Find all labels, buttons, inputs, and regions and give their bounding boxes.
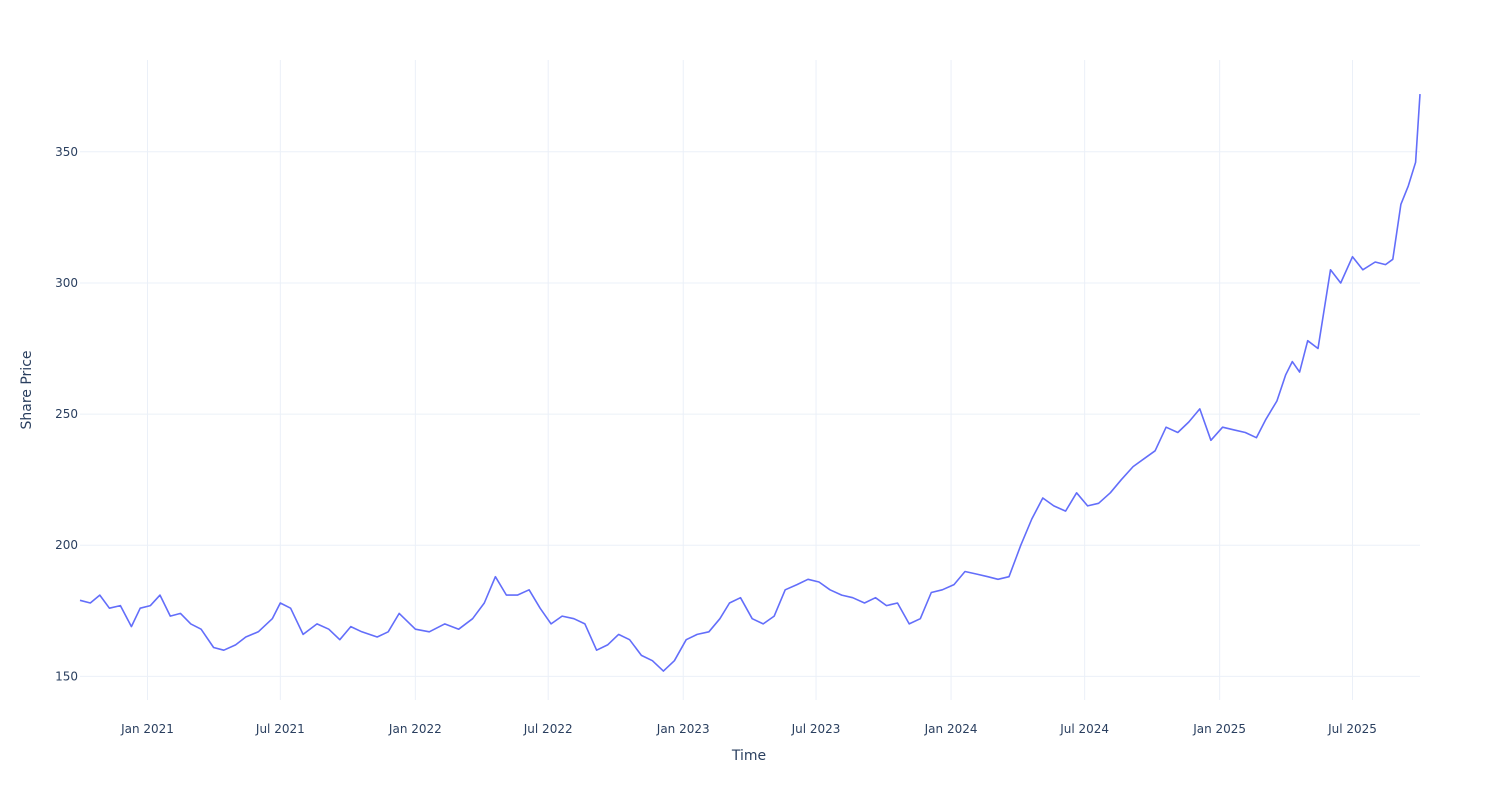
y-tick-label: 250	[55, 407, 78, 421]
x-tick-label: Jan 2021	[120, 722, 174, 736]
x-tick-label: Jul 2023	[791, 722, 841, 736]
gridlines	[80, 60, 1420, 700]
x-tick-label: Jul 2024	[1059, 722, 1109, 736]
y-axis-title: Share Price	[19, 350, 35, 429]
y-tick-label: 350	[55, 145, 78, 159]
x-tick-label: Jul 2025	[1327, 722, 1377, 736]
price-series-line	[79, 94, 1421, 672]
x-tick-label: Jul 2022	[523, 722, 573, 736]
y-tick-label: 150	[55, 669, 78, 683]
x-tick-label: Jan 2024	[924, 722, 978, 736]
x-tick-label: Jan 2025	[1192, 722, 1246, 736]
y-tick-label: 300	[55, 276, 78, 290]
series-layer	[79, 94, 1421, 672]
x-axis-title: Time	[731, 748, 766, 764]
x-tick-label: Jan 2022	[388, 722, 442, 736]
x-tick-label: Jan 2023	[656, 722, 710, 736]
tick-labels: 150 200 250 300 350 Jan 2021 Jul 2021 Jan 2022 J…	[55, 145, 1377, 736]
x-tick-label: Jul 2021	[255, 722, 305, 736]
y-tick-label: 200	[55, 538, 78, 552]
